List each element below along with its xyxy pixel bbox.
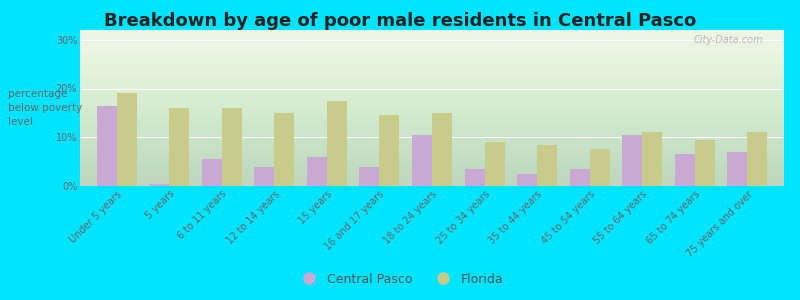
Bar xyxy=(465,169,485,186)
Bar xyxy=(432,113,452,186)
Bar xyxy=(97,106,117,186)
Bar xyxy=(222,108,242,186)
Bar xyxy=(359,167,379,186)
Text: City-Data.com: City-Data.com xyxy=(694,35,763,45)
Text: Breakdown by age of poor male residents in Central Pasco: Breakdown by age of poor male residents … xyxy=(104,12,696,30)
Bar xyxy=(485,142,505,186)
Bar xyxy=(150,184,170,186)
Bar xyxy=(517,174,537,186)
Bar xyxy=(570,169,590,186)
Bar xyxy=(590,149,610,186)
Bar xyxy=(694,140,714,186)
Bar xyxy=(412,135,432,186)
Legend: Central Pasco, Florida: Central Pasco, Florida xyxy=(291,268,509,291)
Bar xyxy=(727,152,747,186)
Bar xyxy=(327,101,347,186)
Bar xyxy=(202,159,222,186)
Bar xyxy=(307,157,327,186)
Bar xyxy=(379,115,399,186)
Bar xyxy=(747,132,767,186)
Bar xyxy=(642,132,662,186)
Bar xyxy=(622,135,642,186)
Bar xyxy=(254,167,274,186)
Bar xyxy=(274,113,294,186)
Bar xyxy=(117,93,137,186)
Bar xyxy=(170,108,190,186)
Bar xyxy=(674,154,694,186)
Bar xyxy=(537,145,557,186)
Text: percentage
below poverty
level: percentage below poverty level xyxy=(8,89,82,127)
